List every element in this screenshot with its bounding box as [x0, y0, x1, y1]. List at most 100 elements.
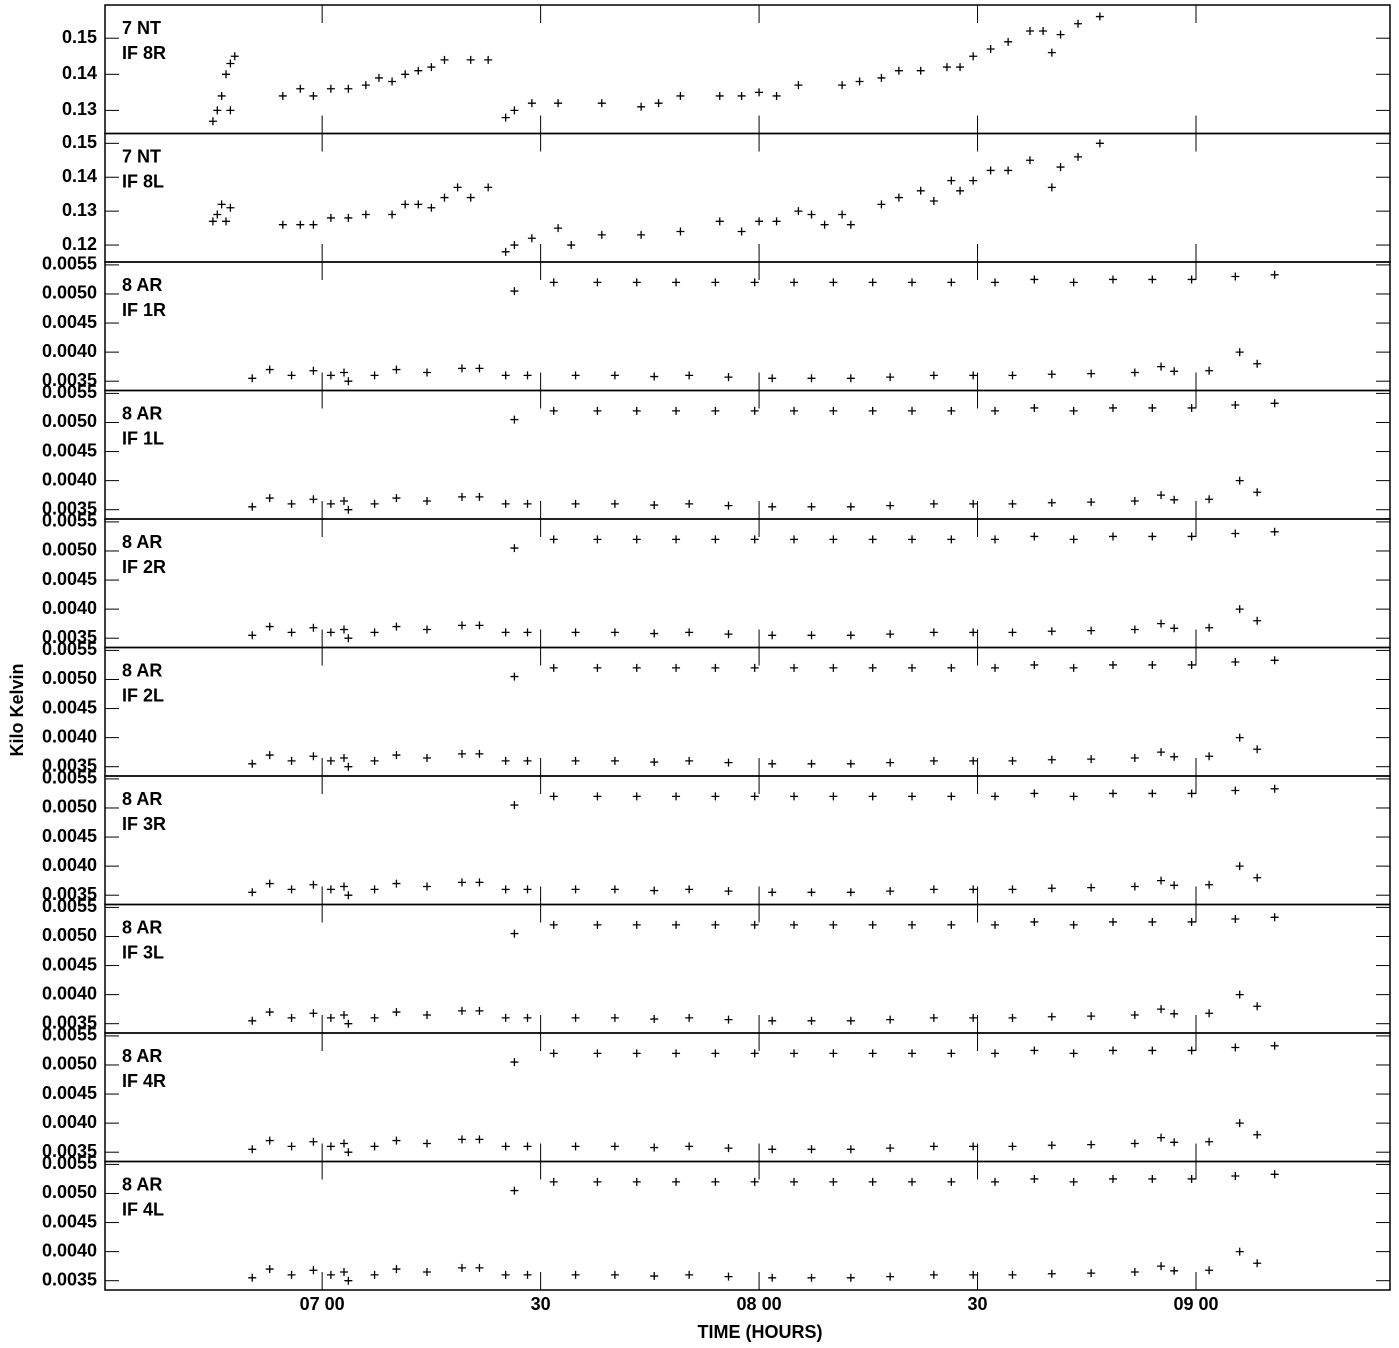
y-tick-label: 0.0035: [42, 1012, 97, 1032]
data-point: [287, 1013, 296, 1022]
data-point: [1253, 616, 1262, 625]
data-point: [208, 117, 217, 126]
data-point: [632, 278, 641, 287]
y-tick-label: 0.0055: [42, 1153, 97, 1173]
data-point: [1235, 1247, 1244, 1256]
data-point: [685, 371, 694, 380]
data-point: [768, 374, 777, 383]
data-point: [724, 1144, 733, 1153]
data-point: [1130, 753, 1139, 762]
y-tick-label: 0.0055: [42, 254, 97, 274]
data-point: [523, 1270, 532, 1279]
data-point: [510, 929, 519, 938]
data-point: [339, 368, 348, 377]
data-point: [750, 406, 759, 415]
data-point: [1130, 1139, 1139, 1148]
data-point: [457, 1006, 466, 1015]
data-point: [908, 1177, 917, 1186]
panel-label: 8 AR: [122, 1174, 162, 1194]
data-point: [750, 920, 759, 929]
data-point: [1069, 1177, 1078, 1186]
data-point: [309, 366, 318, 375]
data-point: [1069, 278, 1078, 287]
data-point: [1187, 917, 1196, 926]
data-point: [846, 1016, 855, 1025]
data-point: [1047, 1269, 1056, 1278]
data-point: [571, 1013, 580, 1022]
data-point: [929, 1142, 938, 1151]
data-point: [846, 374, 855, 383]
data-point: [510, 1186, 519, 1195]
data-point: [868, 663, 877, 672]
data-point: [772, 91, 781, 100]
data-point: [1008, 756, 1017, 765]
data-point: [916, 186, 925, 195]
data-point: [475, 878, 484, 887]
data-point: [790, 663, 799, 672]
data-point: [829, 663, 838, 672]
data-point: [501, 371, 510, 380]
data-point: [650, 1272, 659, 1281]
data-point: [868, 1177, 877, 1186]
data-point: [501, 1013, 510, 1022]
data-point: [427, 63, 436, 72]
data-point: [1231, 529, 1240, 538]
data-point: [929, 196, 938, 205]
data-point: [1069, 792, 1078, 801]
data-point: [1270, 527, 1279, 536]
data-point: [1235, 733, 1244, 742]
data-point: [339, 1267, 348, 1276]
data-point: [790, 792, 799, 801]
data-point: [523, 1013, 532, 1022]
data-point: [1074, 19, 1083, 28]
data-point: [929, 499, 938, 508]
data-point: [1095, 139, 1104, 148]
data-point: [287, 371, 296, 380]
x-tick-label: 30: [531, 1294, 551, 1314]
data-point: [908, 278, 917, 287]
y-tick-label: 0.0040: [42, 469, 97, 489]
data-point: [440, 193, 449, 202]
data-point: [1205, 880, 1214, 889]
data-point: [1004, 37, 1013, 46]
y-tick-label: 0.0050: [42, 797, 97, 817]
data-point: [1187, 403, 1196, 412]
data-point: [1231, 272, 1240, 281]
data-point: [1087, 1269, 1096, 1278]
data-point: [510, 415, 519, 424]
data-point: [991, 535, 1000, 544]
data-point: [877, 200, 886, 209]
data-point: [916, 66, 925, 75]
data-point: [370, 628, 379, 637]
data-point: [711, 920, 720, 929]
panel-label: IF 1R: [122, 300, 166, 320]
data-point: [942, 63, 951, 72]
panel-label: IF 2R: [122, 557, 166, 577]
data-point: [475, 1135, 484, 1144]
data-point: [1270, 270, 1279, 279]
panel-frame: [104, 1160, 1391, 1291]
data-point: [768, 502, 777, 511]
data-point: [457, 621, 466, 630]
data-point: [724, 1272, 733, 1281]
data-point: [1231, 915, 1240, 924]
data-point: [549, 1049, 558, 1058]
data-point: [1030, 403, 1039, 412]
data-point: [344, 891, 353, 900]
data-point: [632, 1049, 641, 1058]
data-point: [1148, 789, 1157, 798]
data-point: [370, 499, 379, 508]
data-point: [440, 55, 449, 64]
data-point: [1157, 1262, 1166, 1271]
data-point: [549, 406, 558, 415]
y-tick-label: 0.0040: [42, 855, 97, 875]
data-point: [1047, 48, 1056, 57]
data-point: [807, 759, 816, 768]
data-point: [947, 1177, 956, 1186]
data-point: [1187, 660, 1196, 669]
data-point: [1157, 619, 1166, 628]
data-point: [248, 374, 257, 383]
data-point: [501, 247, 510, 256]
data-point: [265, 494, 274, 503]
data-point: [724, 630, 733, 639]
